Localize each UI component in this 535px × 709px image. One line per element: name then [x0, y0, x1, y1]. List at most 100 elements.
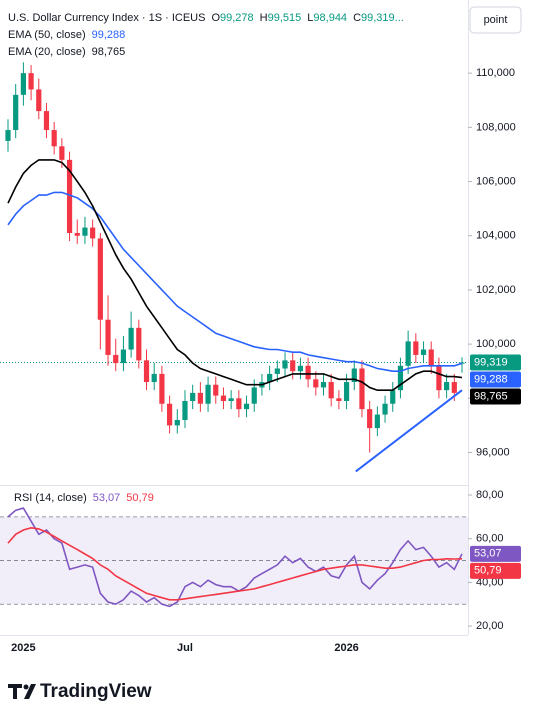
series-line — [7, 191, 463, 372]
ohlc-value: 99,515 — [268, 12, 302, 24]
logo: TradingView — [8, 681, 152, 702]
candle-body — [228, 398, 234, 402]
series-line — [7, 526, 463, 601]
last-value-tag — [470, 354, 521, 371]
candle-body — [243, 403, 250, 410]
ohlc-key: C — [353, 12, 361, 24]
candle-body — [51, 130, 57, 147]
trendline — [355, 389, 463, 473]
legend-entry: RSI (14, close) 53,07 50,79 — [14, 492, 154, 504]
y-tick-label: 80,00 — [476, 489, 504, 501]
last-value-tag — [470, 562, 521, 579]
y-tick-label: 104,000 — [476, 230, 516, 242]
last-value-label: 98,765 — [474, 390, 508, 402]
ohlc-key: H — [260, 12, 268, 24]
candle-body — [136, 327, 142, 361]
candle-body — [328, 382, 334, 399]
y-tick-label: 108,000 — [476, 121, 516, 133]
candle-body — [313, 379, 319, 388]
candle-body — [413, 341, 419, 355]
candle-body — [13, 94, 19, 131]
candle-body — [205, 384, 211, 404]
candle-body — [320, 382, 327, 388]
logo-icon — [8, 684, 36, 699]
candle-body — [82, 227, 88, 236]
candle-body — [90, 227, 96, 239]
x-tick-label: Jul — [177, 642, 193, 654]
candle-body — [28, 73, 34, 90]
candle-body — [220, 395, 227, 402]
candle-body — [236, 398, 242, 410]
candle-body — [282, 360, 288, 369]
last-value-tag — [470, 545, 521, 562]
candle-body — [43, 111, 50, 131]
candle-body — [343, 382, 350, 402]
candle-body — [97, 238, 103, 320]
legend-value: 50,79 — [126, 492, 154, 504]
candle-body — [190, 392, 196, 402]
candle-body — [36, 89, 42, 112]
y-tick-label: 106,000 — [476, 175, 516, 187]
last-value-label: 99,288 — [474, 373, 508, 385]
legend-name: EMA (20, close) — [8, 46, 86, 58]
logo-icon-dot — [23, 684, 29, 690]
ohlc-value: 98,944 — [313, 12, 347, 24]
last-value-tag — [470, 388, 521, 405]
y-tick-label: 102,000 — [476, 284, 516, 296]
candle-body — [251, 387, 257, 404]
candle-body — [359, 368, 365, 410]
y-tick-label: 96,000 — [476, 446, 510, 458]
candle-body — [197, 392, 203, 404]
last-value-label: 99,319 — [474, 356, 508, 368]
candle-body — [367, 409, 373, 429]
logo-text: TradingView — [40, 681, 152, 702]
candle-body — [128, 327, 134, 350]
candle-body — [459, 362, 465, 364]
legend-name: RSI (14, close) — [14, 492, 87, 504]
legend-value: 99,288 — [92, 29, 126, 41]
candle-body — [390, 390, 396, 404]
x-tick-label: 2026 — [334, 642, 358, 654]
candle-body — [451, 382, 457, 393]
x-tick-label: 2025 — [11, 642, 35, 654]
candle-body — [405, 341, 411, 366]
candle-body — [382, 403, 388, 415]
point-button[interactable] — [469, 6, 522, 34]
candle-body — [105, 319, 111, 355]
candle-body — [213, 384, 219, 396]
candle-body — [274, 368, 280, 374]
ohlc-key: O — [211, 12, 220, 24]
candle-body — [444, 382, 450, 391]
legend-symbol: U.S. Dollar Currency Index · 1S · ICEUS — [8, 12, 205, 24]
legend-entry: EMA (50, close) 99,288 — [8, 29, 125, 41]
candle-body — [159, 373, 165, 404]
series-line — [7, 159, 463, 391]
y-tick-label: 40,00 — [476, 576, 504, 588]
ohlc-value: 99,278 — [220, 12, 254, 24]
candle-body — [436, 365, 442, 391]
legend-entry: EMA (20, close) 98,765 — [8, 46, 125, 58]
legend-value: 98,765 — [92, 46, 126, 58]
candle-body — [151, 373, 157, 383]
candle-body — [59, 146, 65, 160]
y-tick-label: 20,00 — [476, 620, 504, 632]
ohlc-key: L — [307, 12, 313, 24]
candle-body — [374, 414, 380, 429]
candle-body — [351, 368, 357, 383]
y-tick-label: 60,00 — [476, 533, 504, 545]
series-line — [7, 507, 463, 608]
candle-body — [143, 360, 150, 383]
candle-body — [5, 130, 11, 141]
last-value-tag — [470, 371, 521, 388]
last-value-label: 50,79 — [474, 565, 502, 577]
legend-name: EMA (50, close) — [8, 29, 86, 41]
candle-body — [297, 365, 304, 372]
candle-body — [66, 159, 73, 234]
candle-body — [113, 354, 119, 364]
candle-body — [305, 365, 311, 380]
y-tick-label: 100,000 — [476, 338, 516, 350]
ohlc-value: 99,319... — [361, 12, 404, 24]
point-button-label[interactable]: point — [484, 14, 508, 26]
